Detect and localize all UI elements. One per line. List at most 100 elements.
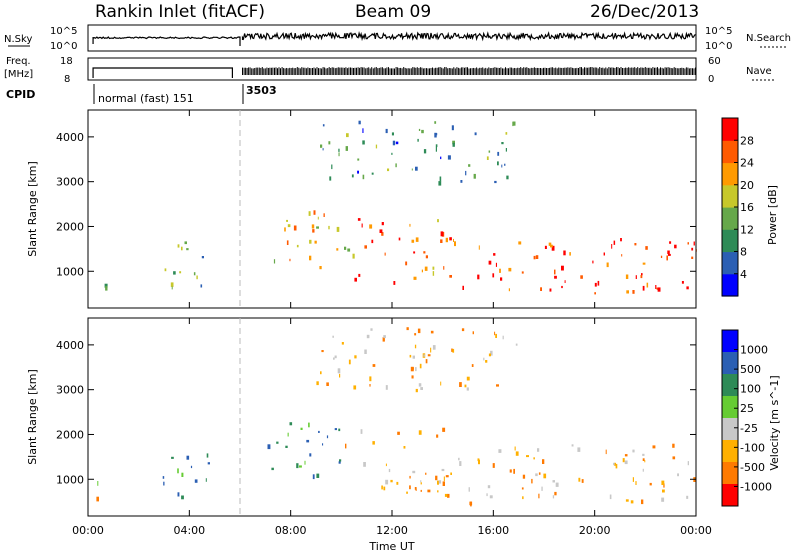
- range-cell: [662, 489, 665, 493]
- range-cell: [521, 271, 524, 274]
- y-tick-label: 1000: [56, 265, 84, 278]
- range-cell: [462, 285, 464, 290]
- range-cell: [594, 282, 597, 287]
- x-tick-label: 04:00: [173, 524, 205, 537]
- x-tick-label: 12:00: [376, 524, 408, 537]
- range-cell: [447, 155, 451, 160]
- range-cell: [414, 344, 417, 349]
- range-cell: [581, 479, 584, 483]
- range-cell: [284, 227, 286, 232]
- range-cell: [435, 144, 438, 148]
- range-cell: [322, 443, 324, 446]
- colorbar-tick-label: -25: [740, 422, 758, 435]
- range-cell: [691, 247, 694, 251]
- range-cell: [445, 237, 448, 243]
- range-cell: [104, 283, 108, 288]
- range-cell: [186, 455, 190, 460]
- colorbar-swatch: [722, 162, 738, 186]
- range-cell: [385, 463, 387, 467]
- colorbar-tick-label: -500: [740, 461, 765, 474]
- nsky-trace: [92, 30, 696, 46]
- range-cell: [286, 219, 288, 222]
- range-cell: [164, 268, 167, 272]
- range-cell: [425, 255, 428, 259]
- range-cell: [518, 241, 522, 245]
- range-cell: [273, 259, 276, 264]
- x-tick-label: 08:00: [275, 524, 307, 537]
- range-cell: [486, 156, 489, 160]
- range-cell: [391, 152, 393, 155]
- colorbar-swatch: [722, 352, 738, 375]
- range-cell: [418, 430, 422, 435]
- nsky-panel-frame: [87, 24, 697, 52]
- range-cell: [406, 327, 409, 331]
- range-cell: [668, 253, 671, 256]
- range-cell: [432, 271, 435, 276]
- range-cell: [444, 493, 448, 497]
- range-cell: [319, 266, 322, 270]
- range-cell: [328, 225, 330, 230]
- range-cell: [177, 244, 180, 248]
- range-cell: [312, 474, 315, 480]
- range-cell: [632, 477, 634, 482]
- range-cell: [333, 357, 335, 360]
- range-cell: [502, 335, 504, 340]
- range-cell: [621, 254, 623, 257]
- range-cell: [286, 240, 289, 245]
- range-cell: [414, 333, 417, 336]
- range-cell: [436, 434, 439, 438]
- range-cell: [657, 287, 661, 292]
- freq-label: Freq.: [6, 56, 31, 67]
- range-cell: [437, 219, 439, 223]
- range-cell: [423, 251, 426, 254]
- range-cell: [427, 489, 431, 493]
- range-cell: [338, 428, 341, 432]
- range-cell: [371, 172, 374, 175]
- range-cell: [533, 457, 535, 460]
- range-cell: [184, 241, 187, 245]
- range-cell: [334, 428, 337, 431]
- range-cell: [336, 248, 339, 251]
- range-cell: [430, 330, 434, 334]
- range-cell: [409, 485, 411, 490]
- range-cell: [432, 266, 435, 270]
- range-cell: [435, 475, 438, 481]
- range-cell: [577, 447, 581, 452]
- range-cell: [490, 350, 493, 356]
- range-cell: [357, 170, 359, 174]
- range-cell: [406, 491, 408, 494]
- range-cell: [496, 384, 499, 387]
- range-cell: [473, 173, 476, 179]
- range-cell: [443, 266, 445, 270]
- range-cell: [430, 347, 432, 353]
- range-cell: [328, 141, 331, 145]
- nsearch-label: N.Search: [746, 33, 791, 44]
- range-cell: [320, 371, 322, 375]
- range-cell: [515, 451, 519, 456]
- colorbar-swatch: [722, 484, 738, 507]
- y-tick-label: 2000: [56, 428, 84, 441]
- range-cell: [438, 480, 442, 484]
- range-cell: [415, 166, 418, 171]
- range-cell: [194, 479, 198, 483]
- range-cell: [420, 480, 422, 483]
- range-cell: [554, 269, 556, 275]
- cpid-segment-0: normal (fast) 151: [98, 92, 194, 105]
- range-cell: [434, 132, 437, 138]
- range-cell: [413, 251, 416, 254]
- range-cell: [179, 271, 182, 274]
- range-cell: [620, 238, 622, 242]
- range-cell: [548, 242, 552, 246]
- range-cell: [672, 443, 675, 448]
- range-cell: [321, 350, 324, 353]
- x-tick-label: 00:00: [680, 524, 712, 537]
- range-cell: [501, 142, 504, 145]
- station-title: Rankin Inlet (fitACF): [95, 2, 265, 22]
- range-cell: [537, 448, 540, 452]
- range-cell: [418, 128, 421, 131]
- range-cell: [276, 441, 279, 444]
- range-cell: [609, 494, 612, 500]
- range-cell: [329, 176, 332, 181]
- range-cell: [564, 280, 566, 283]
- range-cell: [207, 462, 210, 465]
